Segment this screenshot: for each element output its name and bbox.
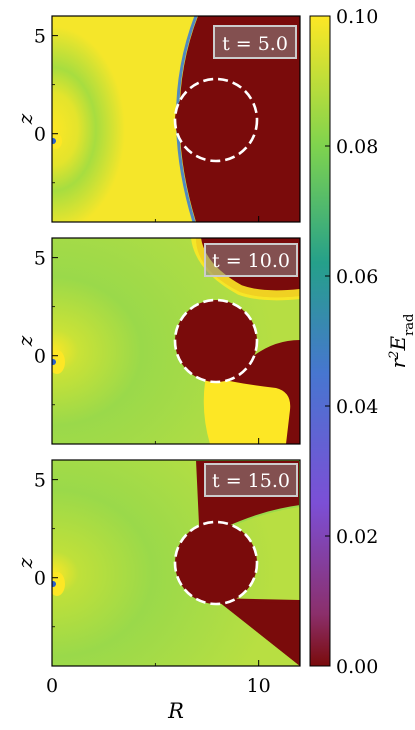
panel-2-ylabel: z	[13, 335, 37, 347]
panel-2-ytick-label: 0	[34, 346, 46, 368]
panel-3-ytick-label: 5	[34, 470, 46, 492]
colorbar-label: r2Erad	[386, 314, 415, 369]
panel-2-shadow-edge	[203, 376, 291, 444]
panel-3-time-label: t = 15.0	[212, 470, 290, 492]
panel-3-frame	[51, 459, 301, 667]
panel-3-ylabel: z	[13, 557, 37, 569]
panel-1-ylabel: z	[13, 113, 37, 125]
colorbar-tick-label: 0.08	[336, 136, 378, 158]
panel-3-obstacle-circle	[173, 520, 259, 606]
panel-1-time-label: t = 5.0	[222, 33, 288, 55]
colorbar-tick-label: 0.02	[336, 526, 378, 548]
colorbar	[309, 15, 331, 667]
panel-1-ytick-label: 0	[34, 124, 46, 146]
panel-2-frame	[51, 237, 301, 445]
panel-1-frame	[51, 15, 301, 223]
panel-2-obstacle-circle	[173, 298, 259, 384]
colorbar-tick-label: 0.10	[336, 6, 378, 28]
panel-1-obstacle-circle	[173, 77, 259, 163]
xtick-label: 10	[247, 675, 271, 697]
panel-1-ytick-label: 5	[34, 26, 46, 48]
colorbar-tick-label: 0.04	[336, 396, 378, 418]
colorbar-ticks: 0.00 0.02 0.04 0.06 0.08 0.10	[325, 6, 378, 678]
panel-3-time-box	[204, 463, 298, 497]
panel-1-time-box	[213, 25, 297, 59]
colorbar-tick-label: 0.00	[336, 656, 378, 678]
panel-3-ytick-label: 0	[34, 568, 46, 590]
xlabel: R	[167, 699, 184, 723]
xtick-label: 0	[46, 675, 58, 697]
colorbar-tick-label: 0.06	[336, 266, 378, 288]
panel-2-time-label: t = 10.0	[212, 250, 290, 272]
panel-1-radiation-front	[52, 16, 198, 222]
panel-2-time-box	[204, 243, 298, 277]
panel-2-ytick-label: 5	[34, 248, 46, 270]
